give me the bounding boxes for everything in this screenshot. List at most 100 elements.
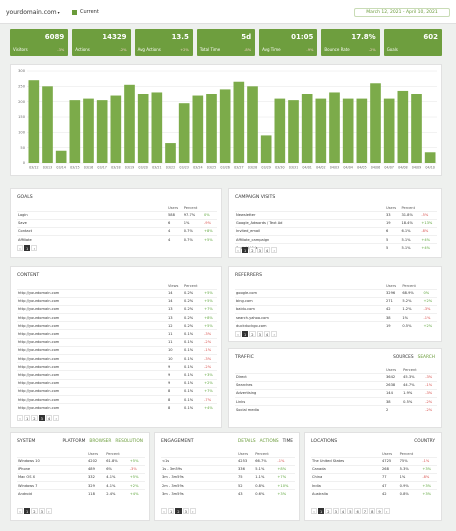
page-button[interactable]: ‹ (17, 508, 23, 514)
bar[interactable] (124, 84, 135, 163)
bar[interactable] (315, 98, 327, 163)
bar[interactable] (397, 90, 409, 163)
table-row[interactable]: Windows 10 4202 61.8% +5% (17, 456, 145, 466)
bar[interactable] (55, 150, 67, 163)
page-button[interactable]: 4 (263, 247, 271, 253)
bar[interactable] (356, 98, 368, 163)
page-button[interactable]: › (31, 245, 38, 251)
current-toggle[interactable]: Current (72, 9, 99, 15)
table-row[interactable]: http://yourdomain.com 9 0.1% +3% (17, 370, 217, 380)
table-row[interactable]: google.com 3296 68.9% 0% (235, 288, 437, 298)
bar[interactable] (42, 86, 53, 163)
date-range-picker[interactable]: March 12, 2021 - April 10, 2021 (354, 8, 450, 17)
tab-country[interactable]: COUNTRY (414, 439, 435, 444)
bar[interactable] (247, 86, 258, 163)
table-row[interactable]: http://yourdomain.com 10 0.1% -1% (17, 345, 217, 355)
tab-details[interactable]: DETAILS (237, 439, 256, 444)
page-button[interactable]: 1 (24, 508, 31, 514)
page-button[interactable]: 6 (354, 508, 361, 514)
page-button[interactable]: ‹ (311, 508, 317, 514)
tab-time[interactable]: TIME (282, 439, 293, 444)
page-button[interactable]: 1 (24, 415, 31, 421)
table-row[interactable]: Searches 2638 44.7% -1% (235, 380, 437, 390)
table-row[interactable]: iPhone 489 6% -3% (17, 464, 145, 474)
checkbox-icon[interactable] (72, 9, 77, 15)
page-button[interactable]: 2 (325, 508, 332, 514)
bar[interactable] (370, 83, 381, 163)
page-button[interactable]: 8 (369, 508, 376, 514)
bar[interactable] (411, 94, 422, 163)
bar[interactable] (192, 95, 204, 163)
page-button[interactable]: › (189, 508, 196, 514)
table-row[interactable]: Invited_email 6 6.1% -8% (235, 226, 437, 236)
page-button[interactable]: ‹ (17, 245, 23, 251)
table-row[interactable]: Contact 4 0.7% +8% (17, 226, 217, 236)
bar[interactable] (96, 100, 108, 163)
page-button[interactable]: 2 (31, 415, 38, 421)
bar[interactable] (110, 95, 122, 163)
page-button[interactable]: › (271, 331, 278, 337)
table-row[interactable]: duckduckgo.com 19 0.5% +2% (235, 321, 437, 330)
bar[interactable] (206, 94, 217, 163)
page-button[interactable]: 3 (256, 247, 263, 253)
bar[interactable] (219, 89, 231, 163)
page-button[interactable]: 1 (168, 508, 175, 514)
page-button[interactable]: 3 (182, 508, 189, 514)
page-button[interactable]: 1 (242, 247, 249, 253)
tab-actions[interactable]: ACTIONS (259, 439, 279, 444)
table-row[interactable]: Australia 42 0.8% +3% (311, 489, 437, 498)
table-row[interactable]: http://yourdomain.com 8 0.1% +4% (17, 403, 217, 412)
bar[interactable] (274, 98, 286, 163)
table-row[interactable]: 3m - 3m59s 43 0.6% +3% (161, 489, 295, 498)
table-row[interactable]: Windows 7 329 4.1% +2% (17, 481, 145, 490)
page-button[interactable]: 4 (263, 331, 271, 337)
page-button[interactable]: › (271, 247, 278, 253)
bar[interactable] (233, 81, 245, 163)
tab-resolution[interactable]: RESOLUTION (115, 439, 143, 444)
table-row[interactable]: Social media 2 -2% (235, 405, 437, 414)
page-button[interactable]: 4 (45, 415, 53, 421)
table-row[interactable]: 1s - 3m59s 336 5.1% +8% (161, 464, 295, 474)
tab-sources[interactable]: SOURCES (393, 355, 414, 360)
table-row[interactable]: http://yourdomain.com 9 0.1% -2% (17, 362, 217, 371)
page-button[interactable]: 3 (256, 331, 263, 337)
table-row[interactable]: baidu.com 42 1.2% -3% (235, 304, 437, 314)
table-row[interactable]: Advertising 144 1.9% -3% (235, 388, 437, 398)
table-row[interactable]: The United States 4725 75% -1% (311, 456, 437, 466)
table-row[interactable]: Links 38 0.5% -2% (235, 397, 437, 406)
page-button[interactable]: ‹ (235, 247, 241, 253)
page-button[interactable]: › (383, 508, 390, 514)
bar[interactable] (383, 98, 395, 163)
page-button[interactable]: ‹ (235, 331, 241, 337)
page-button[interactable]: ‹ (161, 508, 167, 514)
page-button[interactable]: 5 (347, 508, 354, 514)
bar[interactable] (165, 143, 176, 163)
page-button[interactable]: › (45, 508, 52, 514)
page-button[interactable]: 2 (249, 331, 256, 337)
page-button[interactable]: 2 (175, 508, 182, 514)
table-row[interactable]: bing.com 271 5.2% +2% (235, 296, 437, 306)
tab-search[interactable]: SEARCH (417, 355, 435, 360)
table-row[interactable]: Canada 268 5.3% +3% (311, 464, 437, 474)
table-row[interactable]: http://yourdomain.com 14 0.2% +5% (17, 288, 217, 298)
table-row[interactable]: 3m - 3m59s 75 1.1% +7% (161, 472, 295, 482)
table-row[interactable]: Login 588 97.7% 0% (17, 210, 217, 220)
table-row[interactable]: search.yahoo.com 38 1% -1% (235, 313, 437, 322)
page-button[interactable]: 3 (332, 508, 339, 514)
table-row[interactable]: http://yourdomain.com 9 0.1% +2% (17, 378, 217, 388)
table-row[interactable]: <1s 4253 66.7% -1% (161, 456, 295, 466)
bar[interactable] (137, 94, 149, 163)
bar[interactable] (260, 135, 272, 163)
table-row[interactable]: http://yourdomain.com 8 0.1% +7% (17, 386, 217, 396)
table-row[interactable]: Save 6 1% -9% (17, 218, 217, 228)
table-row[interactable]: http://yourdomain.com 11 0.1% -3% (17, 329, 217, 339)
page-button[interactable]: 1 (318, 508, 325, 514)
page-button[interactable]: 3 (38, 415, 45, 421)
tab-platform[interactable]: PLATFORM (62, 439, 86, 444)
page-button[interactable]: 4 (339, 508, 347, 514)
table-row[interactable]: India 47 0.9% +3% (311, 481, 437, 490)
table-row[interactable]: Google_Adwords / Text Ad 19 18.4% +13% (235, 218, 437, 228)
page-button[interactable]: 1 (242, 331, 249, 337)
domain-selector[interactable]: yourdomain.com▾ (6, 9, 60, 16)
page-button[interactable]: 1 (24, 245, 31, 251)
